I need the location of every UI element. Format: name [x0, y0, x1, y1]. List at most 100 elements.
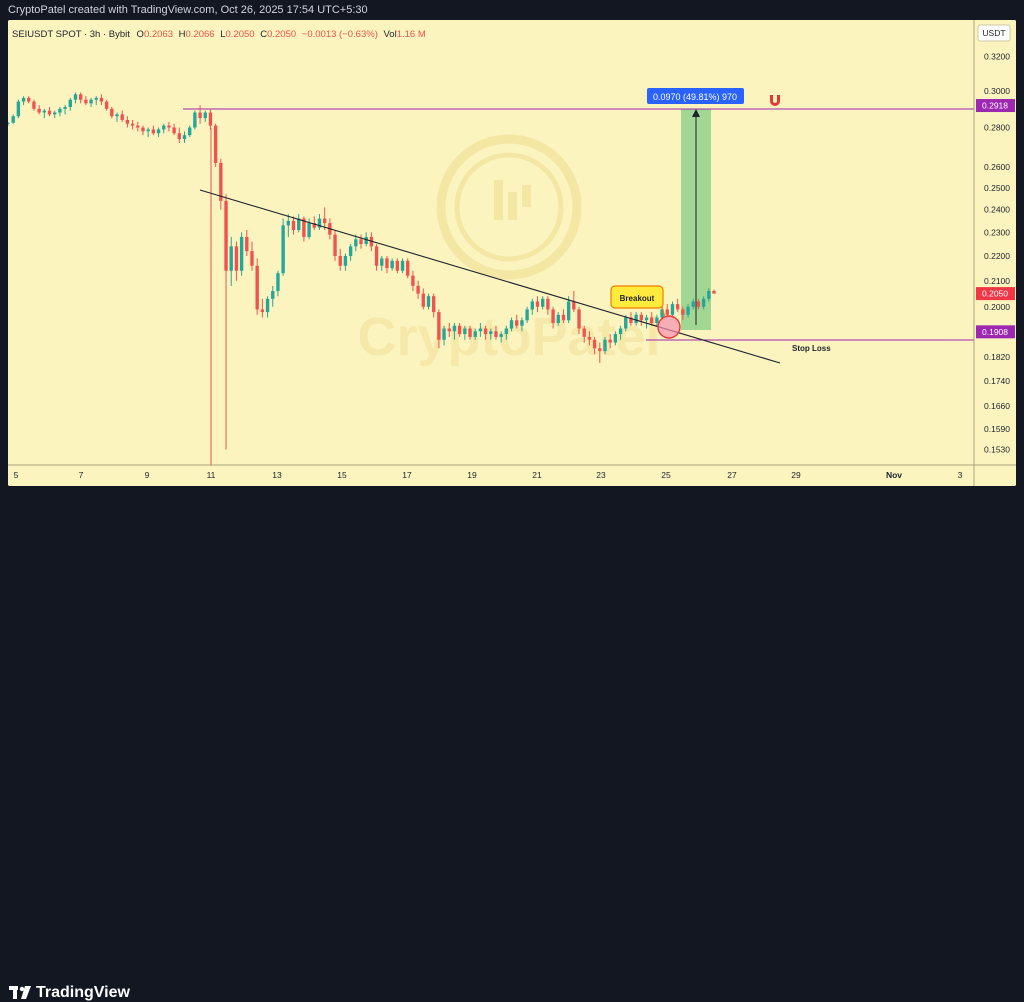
candle-body [592, 339, 597, 349]
ohlc-legend: SEIUSDT SPOT · 3h · Bybit O0.2063 H0.206… [12, 29, 426, 40]
candle-body [193, 112, 197, 128]
price-marker-label: 0.2050 [982, 289, 1008, 299]
breakout-callout[interactable] [610, 285, 664, 309]
header-caption: CryptoPatel created with TradingView.com… [8, 4, 368, 16]
candle-body [712, 291, 716, 294]
candle-body [551, 309, 555, 323]
currency-label: USDT [982, 28, 1005, 38]
price-markers: 0.2918 0.2050 0.1908 [976, 99, 1015, 339]
candle-body [37, 108, 41, 113]
candle-body [338, 255, 342, 266]
candle [343, 253, 348, 271]
candle-body [650, 317, 654, 323]
candle [463, 325, 467, 340]
candle [11, 114, 15, 124]
time-scale[interactable]: 5 7 9 11 13 15 17 19 21 23 25 27 29 Nov 3 [14, 470, 963, 480]
candle-body [162, 125, 166, 130]
time-tick-label: 17 [402, 470, 412, 480]
candle-body [307, 223, 311, 237]
candle-body [94, 97, 98, 100]
candle [421, 288, 425, 310]
candle [561, 309, 566, 323]
candle-body [406, 260, 410, 276]
chart-area[interactable]: CryptoPatel SEIUSDT SPOT · 3h · Bybit O0… [8, 20, 1016, 486]
candle-body [317, 218, 322, 228]
candle-body [608, 339, 612, 343]
candle-body [416, 285, 420, 294]
candle-body [691, 301, 695, 307]
candle [411, 270, 415, 292]
candle-body [63, 106, 67, 109]
candle-body [167, 125, 171, 128]
candle-body [265, 298, 270, 313]
candle [198, 105, 202, 124]
candle-body [47, 110, 52, 115]
candle-body [198, 112, 202, 119]
price-tick-label: 0.1590 [984, 424, 1010, 434]
candle [639, 312, 644, 326]
candle [707, 288, 711, 302]
legend-close: 0.2050 [267, 29, 296, 40]
candle-body [281, 225, 285, 274]
price-marker-box [976, 287, 1015, 301]
candle [696, 298, 701, 310]
candle-body [99, 97, 104, 102]
candle-body [530, 301, 534, 310]
candle-body [364, 236, 368, 245]
candle [245, 229, 249, 256]
candle-body [634, 314, 638, 323]
candle [286, 214, 291, 237]
candle [380, 255, 384, 271]
legend-vol: 1.16 M [397, 29, 426, 40]
candle [535, 296, 540, 313]
candle [167, 121, 171, 132]
candle-body [520, 320, 524, 326]
candle-body [483, 328, 488, 335]
candle-body [639, 314, 644, 321]
candle-body [426, 296, 431, 307]
breakout-circle[interactable] [657, 315, 681, 339]
candle [37, 105, 41, 115]
candle [250, 241, 254, 271]
breakout-callout-line [661, 306, 666, 318]
candle [541, 296, 545, 310]
price-tick-label: 0.1820 [984, 352, 1010, 362]
candle [182, 131, 187, 143]
legend-high-label: H [179, 29, 186, 40]
price-tick-label: 0.2100 [984, 276, 1010, 286]
candle-body [675, 304, 680, 310]
candle [297, 214, 301, 233]
candle-body [660, 309, 664, 318]
price-marker-box [976, 99, 1015, 113]
time-tick-label: 21 [532, 470, 542, 480]
price-tick-label: 0.2400 [984, 205, 1010, 215]
downtrend-line[interactable] [199, 189, 781, 364]
candle-body [582, 328, 586, 337]
candle [551, 306, 555, 329]
candle [525, 306, 529, 323]
candle-body [104, 101, 109, 109]
candle-body [16, 101, 21, 117]
candle [400, 258, 405, 274]
candlestick-chart[interactable]: CryptoPatel SEIUSDT SPOT · 3h · Bybit O0… [8, 20, 1016, 486]
time-tick-label: 7 [79, 470, 84, 480]
price-scale[interactable]: 0.3200 0.3000 0.2800 0.2600 0.2500 0.2400 0.23… [984, 51, 1010, 454]
candle-body [515, 320, 519, 326]
candle [188, 125, 192, 138]
candle [566, 296, 571, 323]
time-tick-label: 27 [727, 470, 737, 480]
candle-body [78, 94, 83, 100]
legend-low: 0.2050 [226, 29, 255, 40]
magnet-icon[interactable] [770, 95, 780, 106]
candle-body [696, 301, 701, 307]
candle [681, 306, 685, 321]
tradingview-logo-text: TradingView [36, 984, 130, 1001]
price-tick-label: 0.1660 [984, 401, 1010, 411]
breakout-label: Breakout [620, 294, 655, 303]
candle [281, 218, 285, 276]
candle-body [188, 127, 192, 136]
price-tick-label: 0.1740 [984, 376, 1010, 386]
candle-body [110, 108, 114, 117]
measure-arrow-head [692, 109, 700, 117]
candle [78, 92, 83, 104]
